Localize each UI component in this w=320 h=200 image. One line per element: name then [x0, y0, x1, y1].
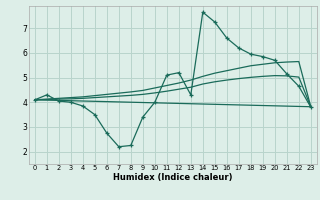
- X-axis label: Humidex (Indice chaleur): Humidex (Indice chaleur): [113, 173, 233, 182]
